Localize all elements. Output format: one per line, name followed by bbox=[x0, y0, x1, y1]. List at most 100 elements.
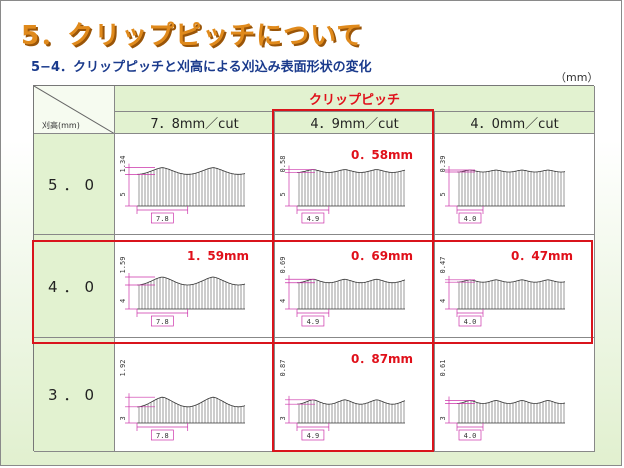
turf-blades bbox=[138, 167, 245, 206]
wave-height-label: 0.87 bbox=[279, 360, 287, 377]
surface-profile-diagram: 4.0 5 0.39 bbox=[439, 156, 566, 224]
surface-outline bbox=[457, 169, 566, 173]
profile-cell: 7.8 4 1.59 1．59mm bbox=[115, 235, 275, 338]
pitch-label-box bbox=[150, 212, 174, 224]
column-group-header: クリップピッチ bbox=[115, 86, 595, 112]
pitch-label-box bbox=[301, 212, 325, 224]
wave-height-label: 1.59 bbox=[119, 257, 127, 274]
surface-profile-diagram: 4.9 3 0.87 bbox=[279, 360, 406, 441]
surface-profile-diagram: 7.8 4 1.59 bbox=[119, 257, 246, 327]
wave-height-label: 1.34 bbox=[119, 156, 127, 173]
column-header-4-0: 4．0mm／cut bbox=[435, 112, 595, 134]
table-corner: 刈高(mm) bbox=[34, 86, 115, 134]
pitch-label: 4.0 bbox=[464, 215, 477, 223]
column-header-7-8: 7．8mm／cut bbox=[115, 112, 275, 134]
clip-pitch-table: 刈高(mm) クリップピッチ 7．8mm／cut 4．9mm／cut 4．0mm… bbox=[33, 85, 595, 452]
pitch-label: 7.8 bbox=[156, 318, 169, 326]
pitch-label: 4.9 bbox=[307, 432, 320, 440]
profile-cell: 7.8 5 1.34 bbox=[115, 134, 275, 235]
profile-cell: 7.8 3 1.92 bbox=[115, 338, 275, 452]
dimension-lines bbox=[125, 273, 189, 327]
height-label: 4 bbox=[439, 299, 447, 303]
wave-height-label: 0.47 bbox=[439, 257, 447, 274]
wave-height-callout: 0．69mm bbox=[351, 249, 414, 263]
pitch-label-box bbox=[458, 315, 482, 327]
pitch-label: 7.8 bbox=[156, 215, 169, 223]
height-label: 5 bbox=[439, 192, 447, 196]
profile-cell: 4.0 5 0.39 bbox=[435, 134, 595, 235]
profile-cell: 4.0 4 0.47 0．47mm bbox=[435, 235, 595, 338]
turf-blades bbox=[298, 279, 405, 309]
wave-height-label: 1.92 bbox=[119, 360, 127, 377]
surface-profile-diagram: 4.0 4 0.47 bbox=[439, 257, 566, 327]
pitch-label-box bbox=[301, 315, 325, 327]
turf-blades bbox=[298, 399, 405, 423]
turf-blades bbox=[458, 400, 565, 423]
wave-height-callout: 0．58mm bbox=[351, 148, 414, 162]
slide-subtitle: 5−4．クリップピッチと刈高による刈込み表面形状の変化 bbox=[31, 60, 372, 75]
turf-blades bbox=[298, 169, 405, 206]
surface-outline bbox=[297, 278, 406, 284]
height-label: 5 bbox=[279, 192, 287, 196]
pitch-label: 7.8 bbox=[156, 432, 169, 440]
surface-outline bbox=[137, 396, 246, 408]
wave-height-label: 0.58 bbox=[279, 156, 287, 173]
wave-height-callout: 0．47mm bbox=[511, 249, 574, 263]
surface-profile-diagram: 4.9 4 0.69 bbox=[279, 257, 406, 327]
column-header-4-9: 4．9mm／cut bbox=[275, 112, 435, 134]
surface-outline bbox=[457, 400, 566, 404]
dimension-lines bbox=[125, 393, 189, 441]
turf-blades bbox=[458, 170, 565, 206]
wave-height-label: 0.69 bbox=[279, 257, 287, 274]
height-label: 5 bbox=[119, 192, 127, 196]
dimension-lines bbox=[445, 396, 484, 441]
surface-outline bbox=[137, 276, 246, 286]
row-header-3-0: 3．0 bbox=[34, 338, 115, 452]
dimension-lines bbox=[445, 275, 484, 327]
slide-title: 5．クリップピッチについて bbox=[21, 21, 364, 51]
profile-cell: 4.9 3 0.87 0．87mm bbox=[275, 338, 435, 452]
pitch-label-box bbox=[150, 429, 174, 441]
turf-blades bbox=[138, 277, 245, 309]
height-label: 4 bbox=[119, 299, 127, 303]
dimension-lines bbox=[125, 163, 189, 224]
corner-label: 刈高(mm) bbox=[42, 121, 80, 130]
dimension-lines bbox=[285, 165, 330, 224]
surface-profile-diagram: 4.9 5 0.58 bbox=[279, 156, 406, 224]
height-label: 3 bbox=[119, 416, 127, 420]
pitch-label: 4.0 bbox=[464, 318, 477, 326]
surface-outline bbox=[297, 169, 406, 173]
row-header-5-0: 5．0 bbox=[34, 134, 115, 235]
pitch-label: 4.9 bbox=[307, 215, 320, 223]
pitch-label-box bbox=[458, 429, 482, 441]
profile-cell: 4.9 4 0.69 0．69mm bbox=[275, 235, 435, 338]
height-label: 3 bbox=[279, 416, 287, 420]
pitch-label: 4.9 bbox=[307, 318, 320, 326]
unit-label: （mm） bbox=[555, 71, 599, 84]
turf-blades bbox=[458, 279, 565, 309]
turf-blades bbox=[138, 397, 245, 423]
pitch-label-box bbox=[150, 315, 174, 327]
surface-profile-diagram: 7.8 3 1.92 bbox=[119, 360, 246, 441]
dimension-lines bbox=[445, 166, 484, 224]
row-header-4-0: 4．0 bbox=[34, 235, 115, 338]
corner-diagonal bbox=[34, 86, 114, 133]
height-label: 4 bbox=[279, 299, 287, 303]
pitch-label-box bbox=[458, 212, 482, 224]
height-label: 3 bbox=[439, 416, 447, 420]
surface-profile-diagram: 4.0 3 0.61 bbox=[439, 360, 566, 441]
profile-cell: 4.0 3 0.61 bbox=[435, 338, 595, 452]
profile-cell: 4.9 5 0.58 0．58mm bbox=[275, 134, 435, 235]
dimension-lines bbox=[285, 395, 330, 441]
wave-height-label: 0.61 bbox=[439, 360, 447, 377]
pitch-label: 4.0 bbox=[464, 432, 477, 440]
pitch-label-box bbox=[301, 429, 325, 441]
surface-outline bbox=[136, 167, 246, 175]
surface-profile-diagram: 7.8 5 1.34 bbox=[119, 156, 246, 224]
wave-height-callout: 1．59mm bbox=[187, 249, 250, 263]
dimension-lines bbox=[285, 275, 330, 327]
wave-height-callout: 0．87mm bbox=[351, 352, 414, 366]
surface-outline bbox=[296, 399, 406, 405]
wave-height-label: 0.39 bbox=[439, 156, 447, 173]
